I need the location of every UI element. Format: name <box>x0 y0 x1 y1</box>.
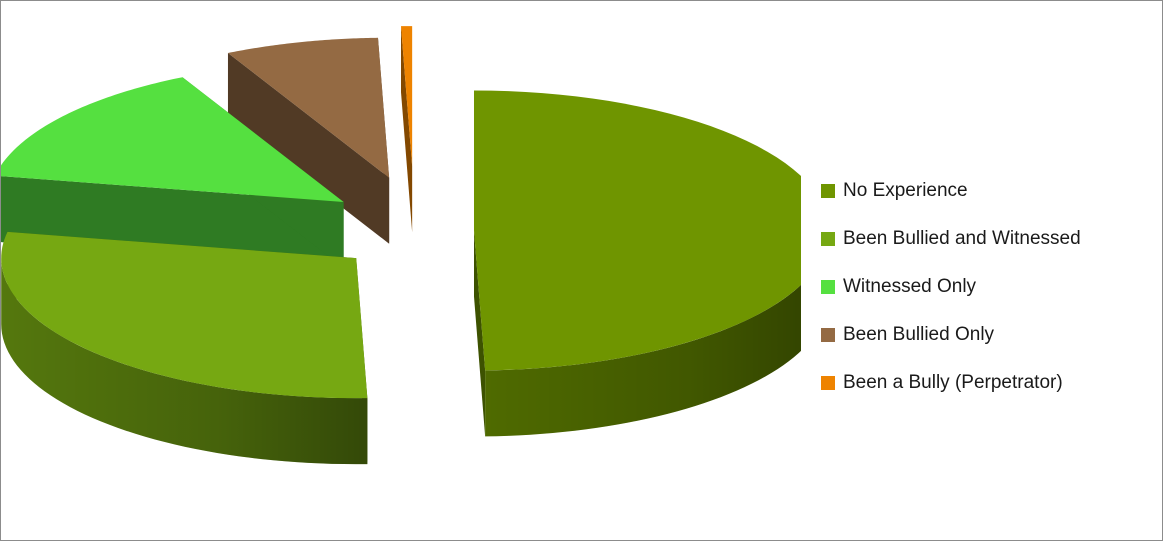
pie-slice <box>473 90 801 437</box>
pie-chart <box>1 26 801 465</box>
pie-slice-wall <box>227 52 390 244</box>
legend-label: Been Bullied Only <box>843 324 995 345</box>
legend-label: Witnessed Only <box>843 276 977 297</box>
pie-slice-side-shade <box>1 258 368 465</box>
pie-slice <box>227 37 390 244</box>
legend-label: Been Bullied and Witnessed <box>843 228 1081 249</box>
pie-slice-wall <box>473 230 486 437</box>
legend-label: Been a Bully (Perpetrator) <box>843 372 1063 393</box>
pie-slice-wall <box>400 26 413 233</box>
pie-slice-top <box>1 77 344 202</box>
legend-item: No Experience <box>821 167 1081 215</box>
legend-swatch <box>821 232 835 246</box>
legend-item: Witnessed Only <box>821 263 1081 311</box>
legend: No Experience Been Bullied and Witnessed… <box>821 167 1081 407</box>
pie-slice-top <box>473 90 801 371</box>
pie-slice-top <box>1 231 368 399</box>
legend-swatch <box>821 280 835 294</box>
pie-slice-top <box>227 37 390 178</box>
legend-swatch <box>821 328 835 342</box>
pie-slice-top <box>400 26 413 167</box>
pie-slice-side-shade <box>485 284 801 437</box>
legend-item: Been Bullied Only <box>821 311 1081 359</box>
pie-slice <box>400 26 413 233</box>
legend-swatch <box>821 376 835 390</box>
pie-slice <box>1 231 368 465</box>
legend-swatch <box>821 184 835 198</box>
pie-slices <box>1 26 801 465</box>
legend-item: Been Bullied and Witnessed <box>821 215 1081 263</box>
legend-label: No Experience <box>843 180 968 201</box>
legend-item: Been a Bully (Perpetrator) <box>821 359 1081 407</box>
